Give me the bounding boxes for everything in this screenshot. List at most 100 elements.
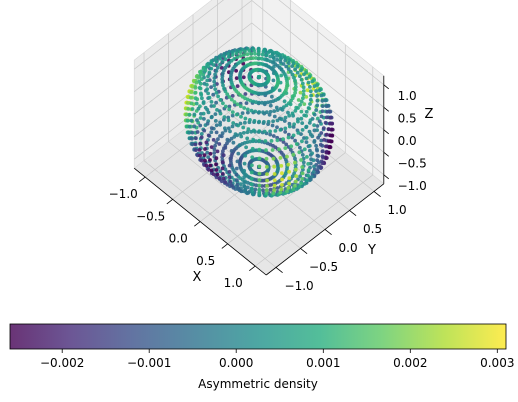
scatter-point (220, 80, 225, 85)
scatter-point (305, 178, 309, 183)
scatter-point (304, 140, 309, 145)
scatter-point (218, 56, 223, 61)
scatter-point (299, 77, 304, 82)
scatter-point (308, 132, 313, 137)
scatter-point (296, 98, 301, 102)
scatter-point (268, 109, 273, 114)
scatter-point (199, 158, 204, 163)
scatter-point (245, 52, 250, 57)
scatter-point (308, 89, 313, 94)
scatter-point (272, 164, 277, 169)
z-tick (383, 84, 390, 90)
scatter-point (284, 64, 289, 69)
scatter-point (218, 122, 223, 127)
scatter-point (190, 136, 194, 141)
scatter-point (220, 74, 225, 79)
scatter-point (208, 163, 213, 168)
scatter-point (312, 164, 316, 169)
scatter-point (300, 127, 305, 132)
scatter-point (265, 172, 269, 177)
scatter-point (215, 149, 220, 154)
scatter-point (272, 188, 277, 192)
scatter-point (297, 184, 302, 189)
scatter-point (326, 127, 331, 132)
scatter-point (296, 106, 300, 110)
scatter-point (267, 112, 272, 117)
scatter-point (287, 58, 292, 63)
scatter-point (324, 150, 329, 155)
scatter-point (217, 142, 222, 146)
scatter-point (229, 149, 234, 153)
scatter-point (248, 98, 253, 103)
scatter-point (245, 185, 250, 190)
scatter-point (227, 95, 232, 99)
scatter-point (202, 117, 206, 121)
scatter-point (327, 109, 332, 114)
scatter-point (225, 182, 230, 187)
scatter-point (219, 179, 224, 184)
scatter-point (238, 50, 243, 54)
scatter-point (320, 161, 325, 166)
scatter-point (203, 147, 207, 151)
scatter-point (200, 96, 204, 101)
scatter-point (284, 103, 289, 108)
scatter-point (242, 106, 247, 110)
scatter-point (185, 101, 190, 105)
scatter-point (209, 126, 214, 131)
x-tick (249, 265, 256, 271)
scatter-point (252, 48, 256, 53)
scatter-point (315, 93, 319, 98)
scatter-point (264, 188, 269, 193)
scatter-point (218, 62, 222, 67)
scatter-point (235, 84, 240, 88)
scatter-point (212, 79, 217, 84)
scatter-point (209, 130, 214, 135)
scatter-point (243, 116, 248, 121)
scatter-point (308, 148, 312, 153)
scatter-point (241, 53, 246, 57)
scatter-point (208, 151, 213, 156)
scatter-point (273, 129, 278, 133)
scatter-point (257, 138, 262, 143)
scatter-point (315, 124, 320, 128)
scatter-point (214, 156, 219, 161)
scatter-point (320, 149, 325, 154)
scatter-point (286, 61, 291, 66)
scatter-point (225, 92, 230, 97)
scatter-point (216, 137, 220, 142)
scatter-point (235, 182, 240, 187)
scatter-point (187, 124, 192, 129)
scatter-point (293, 108, 298, 113)
scatter-point (202, 128, 207, 133)
scatter-point (263, 139, 268, 143)
scatter-point (206, 155, 211, 160)
colorbar: −0.002 −0.001 0.000 0.001 0.002 0.003 Asymmet… (9, 323, 514, 391)
scatter-point (234, 68, 239, 73)
scatter-point (205, 87, 210, 91)
scatter-point (314, 89, 318, 93)
scatter-point (293, 81, 298, 86)
scatter-point (195, 130, 200, 134)
scatter-point (301, 89, 306, 93)
scatter-point (194, 148, 198, 153)
scatter-point (186, 107, 191, 111)
scatter-point (293, 156, 297, 161)
scatter-point (221, 153, 226, 158)
scatter-point (261, 49, 266, 54)
scatter-point (307, 178, 312, 183)
scatter-point (271, 156, 276, 161)
scatter-point (238, 104, 243, 109)
scatter-point (198, 86, 203, 91)
scatter-point (319, 138, 324, 143)
scatter-point (324, 156, 328, 161)
scatter-point (263, 100, 267, 105)
scatter-point (293, 67, 297, 72)
scatter-point (196, 75, 201, 80)
scatter-point (306, 168, 311, 173)
scatter-point (215, 172, 220, 177)
scatter-point (241, 75, 246, 80)
scatter-point (253, 187, 258, 192)
scatter-point (275, 186, 280, 190)
scatter-point (212, 151, 217, 155)
